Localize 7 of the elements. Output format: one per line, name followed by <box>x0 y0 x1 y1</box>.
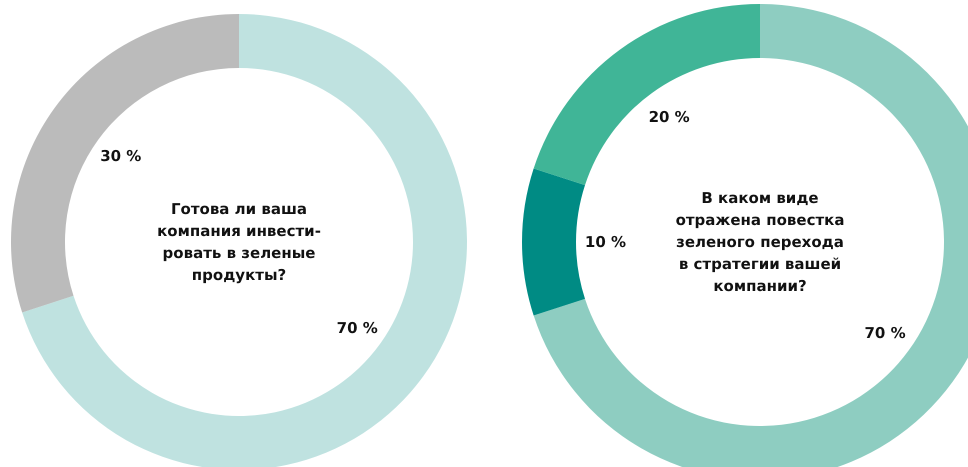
text: Готова ли ваша компания инвести- ровать в зеленые продукты? <box>157 200 321 284</box>
data-label: 30 % <box>100 147 142 166</box>
data-label: 10 % <box>584 233 626 251</box>
data-label: 20 % <box>648 108 690 126</box>
text: В каком виде отражена повестка зеленого перехода в стратегии вашей компании? <box>676 189 844 295</box>
data-label: 70 % <box>336 318 378 337</box>
data-label: 70 % <box>864 324 906 342</box>
